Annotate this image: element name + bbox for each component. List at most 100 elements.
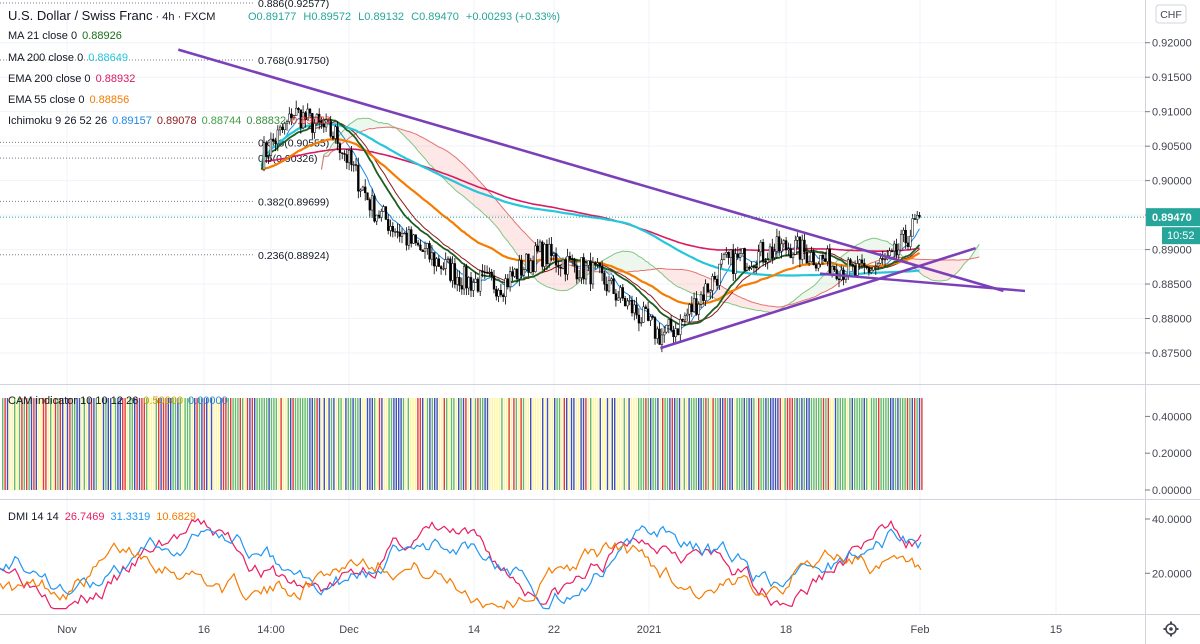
candle-body — [817, 263, 820, 269]
legend-ichimoku[interactable]: Ichimoku 9 26 52 26 0.89157 0.89078 0.88744… — [8, 115, 331, 127]
cloud-segment — [477, 179, 481, 211]
candle-body — [826, 248, 829, 262]
trendlines[interactable] — [177, 48, 1026, 350]
cam-bar — [662, 398, 664, 490]
cloud-segment — [521, 229, 524, 264]
fib-level-label: 0.768(0.91750) — [258, 55, 329, 67]
cam-bar — [311, 398, 313, 490]
cam-bar — [870, 398, 873, 490]
cloud-segment — [680, 269, 683, 289]
cam-bar — [813, 398, 815, 490]
candle-body — [626, 300, 629, 307]
cam-bar — [839, 398, 841, 490]
cam-bar — [630, 398, 633, 490]
candle-body — [499, 289, 503, 296]
candle-body — [283, 122, 286, 130]
legend-ema200[interactable]: EMA 200 close 0 0.88932 — [8, 73, 135, 85]
cloud-segment — [425, 138, 428, 162]
cloud-segment — [818, 278, 821, 295]
time-axis[interactable]: Nov 16 14:00 Dec 14 22 2021 18 Feb 15 — [57, 624, 1062, 636]
cam-bar — [95, 398, 97, 490]
candle-body — [736, 253, 739, 258]
legend-ma21[interactable]: MA 21 close 0 0.88926 — [8, 30, 122, 42]
triangle-extension-line[interactable] — [819, 272, 1026, 293]
candle-body — [787, 248, 790, 251]
settings-gear-icon[interactable] — [1163, 621, 1179, 637]
cam-bar — [122, 398, 124, 490]
ascending-trendline[interactable] — [659, 246, 977, 350]
cam-bar — [875, 398, 877, 490]
cam-bar — [539, 398, 541, 490]
candle-body — [400, 233, 404, 237]
cam-bar — [455, 398, 457, 490]
cam-bar — [194, 398, 196, 490]
cam-bar — [614, 398, 616, 490]
price-pane[interactable]: 0.886(0.92577)0.768(0.91750)0.618(0.9055… — [0, 0, 1026, 353]
cam-bar — [177, 398, 179, 490]
cam-bar — [765, 398, 767, 490]
cam-bar — [388, 398, 390, 490]
fib-retracement[interactable]: 0.886(0.92577)0.768(0.91750)0.618(0.9055… — [0, 0, 329, 262]
candle-body — [649, 316, 652, 321]
dmi-pane[interactable]: 40.0000 20.0000 — [0, 514, 1192, 610]
cam-bar — [213, 398, 215, 490]
cloud-segment — [367, 118, 370, 130]
legend-ma200[interactable]: MA 200 close 0 0.88649 — [8, 52, 128, 64]
cam-bar — [148, 398, 150, 490]
cloud-segment — [489, 192, 492, 222]
currency-badge[interactable]: CHF — [1155, 4, 1187, 24]
candle-body — [276, 129, 279, 145]
countdown-badge — [1162, 227, 1200, 245]
cam-bar — [371, 398, 373, 490]
legend-cam[interactable]: CAM indicator 10 10 12 26 0.50000 0.00000 — [8, 395, 228, 407]
cam-bar — [405, 398, 407, 490]
cam-bar — [854, 398, 856, 490]
candle-body — [416, 242, 420, 246]
cam-bar — [362, 398, 364, 490]
cam-bar — [434, 398, 436, 490]
candle-body — [580, 257, 583, 279]
candle-body — [867, 267, 871, 273]
ichimoku-cloud — [321, 117, 980, 313]
cam-bar — [594, 398, 597, 490]
cam-bar — [467, 398, 469, 490]
time-tick-label: 15 — [1050, 624, 1062, 636]
cam-bar — [611, 398, 613, 490]
time-tick-label: 16 — [198, 624, 210, 636]
cam-bar — [196, 398, 198, 490]
candle-body — [720, 259, 723, 265]
cam-bar — [717, 398, 719, 490]
cam-bar — [350, 398, 352, 490]
price-axis[interactable]: 0.920000.915000.910000.905000.900000.895… — [0, 38, 1200, 360]
cam-bar — [26, 398, 28, 490]
cam-bar — [52, 398, 54, 490]
candle-body — [690, 304, 693, 313]
ohlc-high: H0.89572 — [303, 11, 351, 23]
legend-ema55[interactable]: EMA 55 close 0 0.88856 — [8, 94, 129, 106]
candle-body — [262, 142, 266, 170]
legend-dmi[interactable]: DMI 14 14 26.7469 31.3319 10.6829 — [8, 511, 196, 523]
candle-body — [771, 246, 774, 258]
candle-body — [610, 278, 613, 281]
cam-bar — [731, 398, 733, 490]
candle-body — [789, 248, 792, 259]
cam-pane[interactable]: 0.40000 0.20000 0.00000 — [2, 398, 1192, 497]
cloud-segment — [951, 259, 955, 278]
cloud-segment — [358, 118, 361, 133]
candle-body — [784, 240, 788, 251]
cam-bar — [515, 398, 517, 490]
candle-body — [904, 229, 907, 244]
candle-body — [851, 264, 854, 267]
cam-bar — [616, 398, 618, 490]
cam-bar — [743, 398, 745, 490]
candle-body — [449, 258, 452, 281]
cam-bar — [400, 398, 402, 490]
descending-trendline[interactable] — [177, 48, 1004, 293]
candle-body — [651, 316, 654, 318]
cam-bar — [580, 398, 582, 490]
cloud-segment — [443, 149, 446, 181]
cam-bar — [796, 398, 798, 490]
cloud-segment — [434, 144, 437, 172]
candle-body — [285, 121, 289, 124]
